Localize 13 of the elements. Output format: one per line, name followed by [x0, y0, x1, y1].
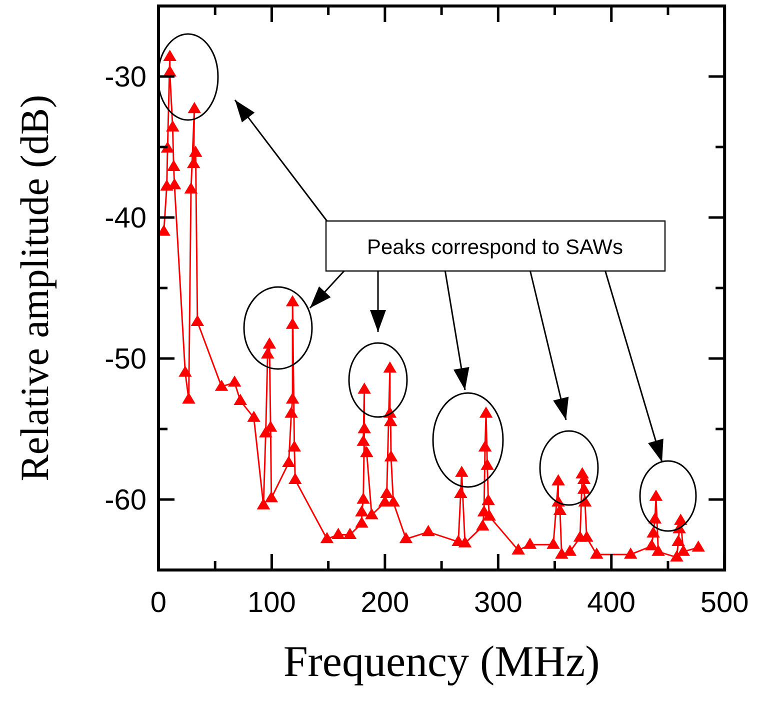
x-tick-label: 300 [474, 587, 522, 619]
x-axis-title: Frequency (MHz) [283, 637, 600, 686]
x-tick-label: 400 [587, 587, 636, 619]
y-axis-title: Relative amplitude (dB) [12, 94, 57, 482]
x-tick-label: 200 [360, 587, 410, 619]
annotation: Peaks correspond to SAWs [367, 236, 623, 259]
y-tick-label: -50 [104, 344, 146, 376]
x-tick-label: 100 [248, 587, 296, 619]
y-tick-label: -30 [104, 62, 146, 94]
y-tick-label: -60 [104, 484, 146, 516]
x-tick-label: 0 [150, 587, 167, 619]
y-tick-label: -40 [104, 202, 146, 234]
x-tick-label: 500 [700, 587, 749, 619]
